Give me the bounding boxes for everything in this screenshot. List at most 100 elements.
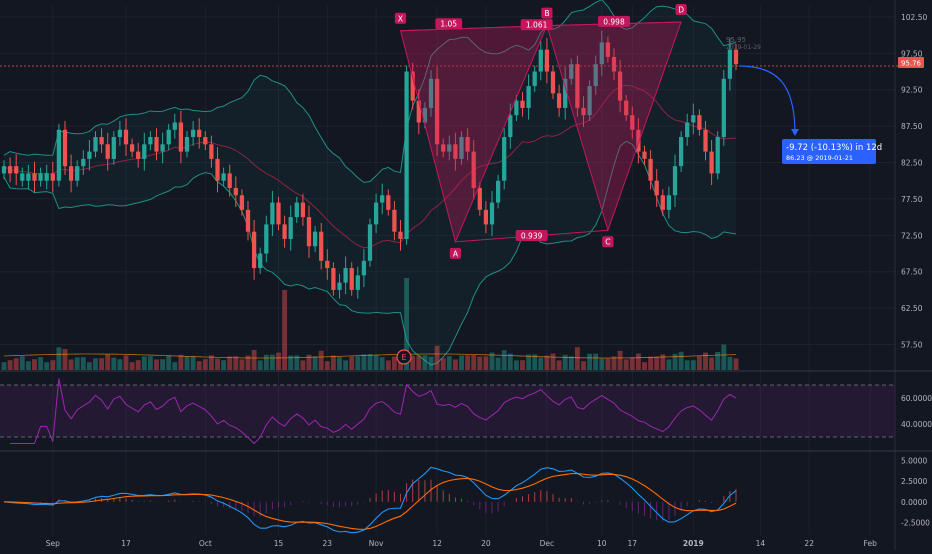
candle[interactable]: [282, 215, 287, 248]
candle[interactable]: [465, 128, 470, 161]
projection-arrow[interactable]: [738, 65, 796, 135]
candle[interactable]: [624, 94, 629, 122]
candle[interactable]: [636, 118, 641, 164]
candle[interactable]: [166, 123, 171, 151]
candle[interactable]: [50, 161, 55, 193]
candle[interactable]: [288, 205, 293, 251]
candle[interactable]: [105, 132, 110, 171]
candle[interactable]: [398, 220, 403, 251]
candle[interactable]: [227, 164, 232, 197]
candle[interactable]: [142, 132, 147, 171]
candle[interactable]: [697, 109, 702, 136]
candle[interactable]: [160, 132, 165, 164]
candle[interactable]: [44, 164, 49, 190]
event-marker[interactable]: E: [396, 349, 412, 365]
candle[interactable]: [190, 121, 196, 146]
candle[interactable]: [136, 142, 141, 168]
candle[interactable]: [416, 88, 421, 135]
candle[interactable]: [87, 139, 92, 171]
candle[interactable]: [373, 193, 379, 234]
candle[interactable]: [666, 186, 672, 219]
candle[interactable]: [526, 74, 531, 120]
candle[interactable]: [7, 157, 13, 183]
candle[interactable]: [331, 262, 336, 296]
candle[interactable]: [1, 160, 7, 180]
candle[interactable]: [276, 196, 281, 231]
candle[interactable]: [410, 62, 415, 110]
candle[interactable]: [428, 70, 434, 117]
candle[interactable]: [154, 128, 159, 161]
candle[interactable]: [26, 164, 31, 190]
signal-line[interactable]: [3, 473, 737, 530]
candle[interactable]: [312, 225, 318, 253]
projection-label[interactable]: -9.72 (-10.13%) in 12d 86.23 @ 2019-01-2…: [782, 139, 882, 164]
candle[interactable]: [489, 190, 495, 237]
candle[interactable]: [56, 123, 62, 187]
candle[interactable]: [184, 131, 190, 158]
candle[interactable]: [483, 201, 489, 234]
candle[interactable]: [599, 30, 604, 76]
candle[interactable]: [111, 131, 116, 165]
candle[interactable]: [587, 80, 592, 122]
candle[interactable]: [672, 154, 678, 207]
rsi-pane[interactable]: [0, 378, 895, 445]
candle[interactable]: [251, 220, 257, 280]
candle[interactable]: [245, 201, 251, 241]
candle[interactable]: [221, 167, 226, 187]
candle[interactable]: [520, 91, 525, 117]
candle[interactable]: [306, 205, 312, 258]
candle[interactable]: [258, 247, 263, 274]
candle[interactable]: [453, 132, 458, 171]
candle[interactable]: [20, 167, 25, 187]
candle[interactable]: [563, 67, 568, 120]
candle[interactable]: [538, 40, 543, 81]
candle[interactable]: [264, 215, 269, 263]
candle[interactable]: [215, 147, 220, 193]
rsi-line[interactable]: [10, 378, 737, 445]
candle[interactable]: [361, 249, 367, 288]
candle[interactable]: [495, 174, 501, 209]
candle[interactable]: [593, 55, 598, 95]
candle[interactable]: [14, 154, 19, 186]
candle[interactable]: [434, 67, 440, 156]
candle[interactable]: [178, 110, 184, 164]
candle[interactable]: [569, 58, 574, 85]
candle[interactable]: [605, 36, 611, 63]
candle[interactable]: [678, 131, 684, 172]
candle[interactable]: [721, 70, 726, 146]
candle[interactable]: [544, 38, 550, 84]
candle[interactable]: [685, 113, 690, 146]
harmonic-pattern[interactable]: X A B C D 1.05 1.061 0.998 0.939: [394, 4, 799, 259]
candle[interactable]: [630, 106, 635, 139]
candle[interactable]: [38, 167, 43, 187]
candle[interactable]: [117, 121, 123, 146]
candle[interactable]: [148, 131, 153, 151]
candle[interactable]: [367, 218, 373, 267]
candle[interactable]: [532, 65, 537, 92]
candle[interactable]: [81, 150, 86, 175]
candle[interactable]: [209, 135, 214, 168]
candle[interactable]: [325, 249, 330, 280]
candle[interactable]: [441, 138, 446, 158]
candle[interactable]: [556, 84, 562, 117]
candle[interactable]: [343, 256, 348, 295]
candle[interactable]: [392, 201, 397, 241]
candle[interactable]: [617, 59, 623, 113]
candle[interactable]: [727, 38, 733, 91]
candle[interactable]: [197, 118, 202, 149]
candle[interactable]: [648, 150, 653, 190]
candle[interactable]: [32, 161, 37, 193]
candles[interactable]: [0, 30, 898, 299]
candle[interactable]: [270, 190, 275, 237]
candle[interactable]: [386, 189, 391, 216]
macd-pane[interactable]: [3, 466, 737, 534]
candle[interactable]: [337, 273, 342, 299]
candle[interactable]: [123, 118, 129, 156]
candle[interactable]: [459, 131, 464, 165]
candle[interactable]: [691, 103, 696, 135]
candle[interactable]: [75, 160, 80, 187]
candle[interactable]: [654, 169, 659, 207]
candle[interactable]: [68, 154, 74, 193]
candle[interactable]: [93, 131, 98, 158]
